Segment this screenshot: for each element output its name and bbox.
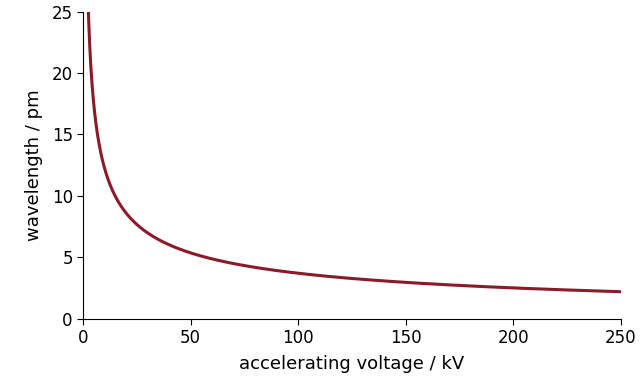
X-axis label: accelerating voltage / kV: accelerating voltage / kV — [239, 356, 465, 374]
Y-axis label: wavelength / pm: wavelength / pm — [26, 89, 44, 241]
